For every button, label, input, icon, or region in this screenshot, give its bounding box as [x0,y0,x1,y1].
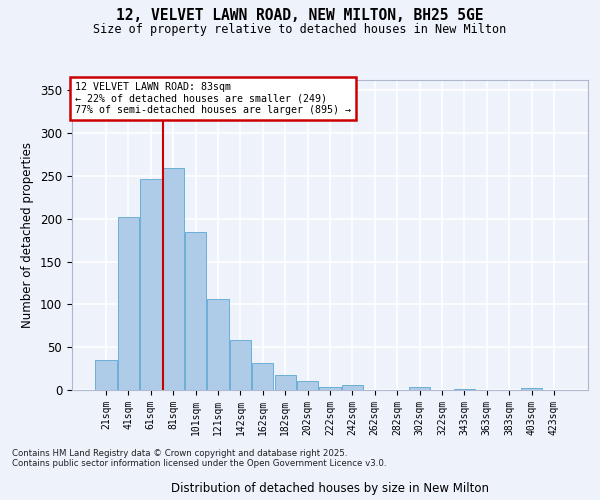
Bar [521,388,542,390]
Bar [454,389,475,390]
Bar [319,386,341,390]
Bar [230,340,251,390]
Text: 12, VELVET LAWN ROAD, NEW MILTON, BH25 5GE: 12, VELVET LAWN ROAD, NEW MILTON, BH25 5… [116,8,484,22]
Bar [95,360,117,390]
Text: Distribution of detached houses by size in New Milton: Distribution of detached houses by size … [171,482,489,495]
Bar [409,388,430,390]
Text: Contains public sector information licensed under the Open Government Licence v3: Contains public sector information licen… [12,458,386,468]
Text: Contains HM Land Registry data © Crown copyright and database right 2025.: Contains HM Land Registry data © Crown c… [12,448,347,458]
Bar [140,180,161,390]
Bar [208,299,229,390]
Text: 12 VELVET LAWN ROAD: 83sqm
← 22% of detached houses are smaller (249)
77% of sem: 12 VELVET LAWN ROAD: 83sqm ← 22% of deta… [74,82,350,115]
Bar [163,168,184,390]
Bar [342,385,363,390]
Bar [275,374,296,390]
Text: Size of property relative to detached houses in New Milton: Size of property relative to detached ho… [94,22,506,36]
Bar [297,382,318,390]
Bar [185,232,206,390]
Y-axis label: Number of detached properties: Number of detached properties [22,142,34,328]
Bar [252,362,274,390]
Bar [118,217,139,390]
